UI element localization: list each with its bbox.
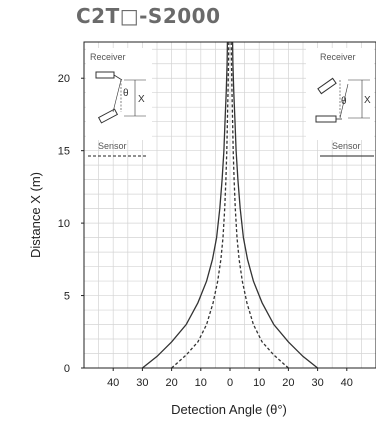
x-tick-label: 20 [282, 377, 294, 389]
right-receiver-label: Receiver [320, 52, 356, 62]
right-x-symbol: X [364, 95, 371, 106]
series-solid-left [141, 41, 229, 369]
y-tick-label: 5 [64, 291, 70, 303]
x-tick-label: 20 [165, 377, 177, 389]
chart-ticks: 40 30 20 10 0 10 20 30 40 0 5 10 15 20 [58, 73, 353, 389]
chart-curves [141, 41, 319, 369]
y-tick-label: 15 [58, 146, 70, 158]
right-inset: Receiver θ X Sensor [306, 48, 374, 157]
y-tick-label: 0 [64, 363, 70, 375]
x-tick-label: 30 [136, 377, 148, 389]
x-tick-label: 10 [195, 377, 207, 389]
plot-frame [83, 41, 376, 369]
right-sensor-label: Sensor [332, 141, 361, 151]
y-tick-label: 20 [58, 73, 70, 85]
series-dashed-right [230, 41, 289, 369]
x-tick-label: 30 [311, 377, 323, 389]
right-theta-symbol: θ [341, 96, 347, 107]
right-receiver-icon [317, 77, 337, 95]
x-tick-label: 40 [341, 377, 353, 389]
left-sensor-icon [97, 108, 119, 124]
series-solid-right [231, 41, 319, 369]
y-tick-label: 10 [58, 218, 70, 230]
x-axis-label: Detection Angle (θ°) [171, 402, 287, 417]
y-axis-label: Distance X (m) [28, 172, 43, 258]
chart-title: C2T□-S2000 [76, 4, 221, 28]
left-receiver-label: Receiver [90, 52, 126, 62]
left-theta-symbol: θ [123, 88, 129, 99]
x-tick-label: 40 [107, 377, 119, 389]
left-sensor-label: Sensor [98, 141, 127, 151]
x-tick-label: 0 [227, 377, 233, 389]
left-x-symbol: X [138, 94, 145, 105]
left-inset: Receiver θ X Sensor [86, 48, 152, 157]
series-dashed-left [171, 41, 230, 369]
x-tick-label: 10 [253, 377, 265, 389]
